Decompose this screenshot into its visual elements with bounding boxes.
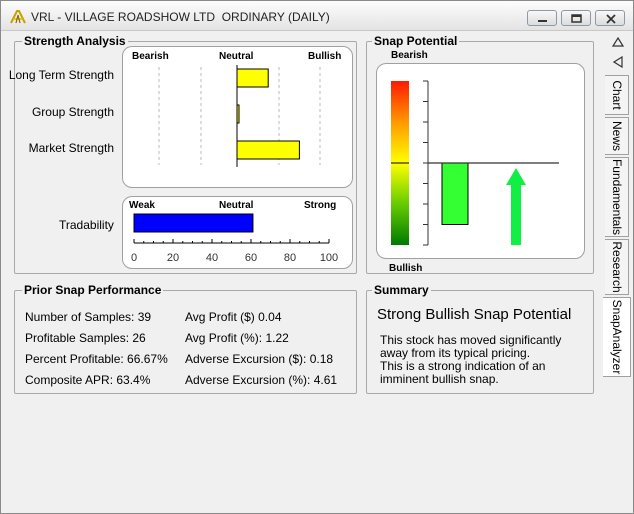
tradability-bar [133,213,254,233]
summary-title: Summary [372,283,431,297]
avg-profit-dollars: Avg Profit ($) 0.04 [185,310,282,324]
tab-chart-label: Chart [609,80,624,110]
avg-profit-percent: Avg Profit (%): 1.22 [185,331,289,345]
summary-line: This is a strong indication of an [380,359,546,373]
close-icon [606,14,616,24]
summary-body: This stock has moved significantly away … [380,334,580,386]
market-strength-bar [236,140,300,160]
tradability-panel: Weak Neutral Strong 0 20 40 60 80 100 [122,196,353,269]
group-strength-label: Group Strength [31,105,114,119]
tab-chart[interactable]: Chart [605,75,629,115]
market-strength-label: Market Strength [28,141,114,155]
snap-bearish-label: Bearish [391,50,428,61]
snap-chart-panel [376,63,585,259]
strength-chart [158,65,321,167]
summary-headline: Strong Bullish Snap Potential [377,306,572,323]
tradability-chart: 0 20 40 60 80 100 [131,213,338,264]
window-title: VRL - VILLAGE ROADSHOW LTD ORDINARY (DAI… [31,10,330,24]
tab-fundamentals[interactable]: Fundamentals [605,157,629,237]
tab-fundamentals-label: Fundamentals [609,158,624,236]
summary-line: away from its typical pricing. [380,346,531,360]
adverse-excursion-percent: Adverse Excursion (%): 4.61 [185,373,338,387]
triangle-up-icon[interactable] [612,37,624,47]
tradability-tick-label: 0 [131,252,137,264]
snap-analyzer-page: Strength Analysis Bearish Neutral Bullis… [8,33,602,505]
summary-line: This stock has moved significantly [380,333,562,347]
long-term-strength-bar [236,68,269,88]
weak-label: Weak [129,200,155,211]
profitable-samples: Profitable Samples: 26 [25,331,146,345]
tab-snapanalyzer[interactable]: SnapAnalyzer [603,297,631,377]
restore-icon [571,14,582,23]
app-logo-icon [10,10,26,24]
snap-bullish-label: Bullish [389,263,423,274]
strong-label: Strong [304,200,337,211]
tradability-tick-label: 80 [284,252,296,264]
minimize-button[interactable] [527,10,557,26]
tab-news-label: News [609,120,624,152]
tradability-neutral-label: Neutral [219,200,254,211]
snap-value-bar [441,162,469,225]
triangle-left-icon[interactable] [613,56,623,68]
snap-potential-title: Snap Potential [372,34,460,48]
percent-profitable: Percent Profitable: 66.67% [25,352,168,366]
neutral-label: Neutral [219,51,254,62]
strength-analysis-group: Strength Analysis Bearish Neutral Bullis… [9,34,357,274]
tradability-label: Tradability [59,218,114,232]
tradability-tick-label: 100 [320,252,338,264]
side-tab-strip: Chart News Fundamentals Research SnapAna… [603,33,634,513]
tab-news[interactable]: News [605,117,629,155]
long-term-strength-label: Long Term Strength [8,68,114,82]
adverse-excursion-dollars: Adverse Excursion ($): 0.18 [185,352,334,366]
tradability-tick-label: 60 [245,252,257,264]
snap-direction-arrow-icon [506,168,526,245]
snap-chart [391,80,559,246]
number-of-samples: Number of Samples: 39 [25,310,152,324]
tab-research-label: Research [609,241,624,293]
group-strength-bar [236,104,240,124]
strength-analysis-title: Strength Analysis [22,34,128,48]
summary-line: imminent bullish snap. [380,372,499,386]
bearish-label: Bearish [132,51,169,62]
composite-apr: Composite APR: 63.4% [25,373,151,387]
tradability-tick-label: 40 [206,252,218,264]
bullish-label: Bullish [308,51,342,62]
tab-snapanalyzer-label: SnapAnalyzer [609,299,624,375]
strength-chart-panel: Bearish Neutral Bullish [122,46,353,188]
summary-group: Summary Strong Bullish Snap Potential Th… [366,283,594,394]
snap-potential-group: Snap Potential Bearish [366,34,594,274]
tradability-tick-label: 20 [167,252,179,264]
prior-snap-title: Prior Snap Performance [22,283,164,297]
prior-snap-group: Prior Snap Performance Number of Samples… [14,283,357,394]
restore-button[interactable] [561,10,591,26]
close-button[interactable] [595,10,625,26]
tab-research[interactable]: Research [605,239,629,295]
title-bar[interactable]: VRL - VILLAGE ROADSHOW LTD ORDINARY (DAI… [1,1,633,31]
minimize-icon [538,20,547,22]
